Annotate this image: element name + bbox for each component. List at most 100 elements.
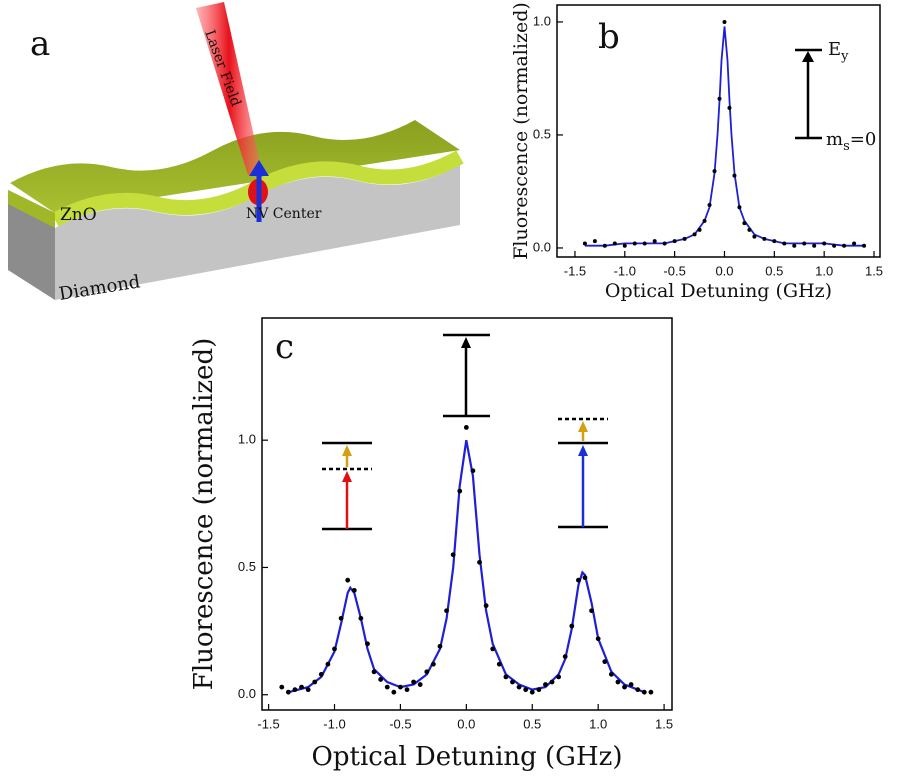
data-point bbox=[398, 684, 403, 690]
data-point bbox=[457, 488, 463, 494]
x-tick-label: 1.5 bbox=[865, 263, 883, 278]
data-point bbox=[279, 684, 285, 690]
data-point bbox=[523, 687, 529, 693]
data-point bbox=[832, 243, 837, 248]
upper-level-label: Ey bbox=[828, 39, 849, 64]
data-point bbox=[510, 679, 515, 685]
data-point bbox=[569, 623, 575, 629]
data-point bbox=[536, 687, 542, 693]
data-point bbox=[595, 636, 601, 642]
level-symbol: m bbox=[826, 129, 843, 150]
data-point bbox=[444, 608, 449, 614]
data-point bbox=[747, 227, 752, 232]
y-tick-label: 0.5 bbox=[238, 559, 256, 574]
x-tick-label: 0.0 bbox=[715, 263, 733, 278]
data-point bbox=[602, 659, 608, 665]
panel-label: a bbox=[30, 24, 50, 64]
x-tick-label: 0.5 bbox=[523, 716, 541, 731]
spin-arrow-head bbox=[249, 160, 269, 176]
diamond-front bbox=[55, 165, 460, 300]
level-subscript: s bbox=[843, 139, 850, 154]
data-point bbox=[742, 221, 747, 226]
data-point bbox=[490, 646, 496, 652]
data-point bbox=[622, 684, 627, 690]
y-axis-label: Fluorescence (normalized) bbox=[510, 2, 532, 260]
data-point bbox=[862, 243, 867, 248]
data-point bbox=[378, 677, 384, 682]
data-point bbox=[384, 684, 390, 690]
data-point bbox=[622, 243, 627, 248]
data-point bbox=[608, 671, 614, 677]
data-point bbox=[602, 243, 607, 248]
data-point bbox=[762, 236, 767, 241]
x-tick-label: -0.5 bbox=[663, 263, 685, 278]
data-point bbox=[717, 96, 722, 101]
data-point bbox=[417, 682, 423, 687]
data-point bbox=[642, 241, 647, 246]
zno-surface bbox=[10, 120, 460, 213]
x-axis-label: Optical Detuning (GHz) bbox=[605, 280, 832, 302]
data-point bbox=[575, 577, 581, 583]
data-point bbox=[292, 687, 298, 693]
data-point bbox=[702, 218, 707, 223]
data-point bbox=[430, 661, 436, 667]
data-point bbox=[682, 236, 687, 241]
data-point bbox=[582, 575, 588, 581]
level-symbol: E bbox=[828, 39, 841, 60]
data-point bbox=[615, 679, 621, 685]
y-tick-label: 0.5 bbox=[533, 126, 551, 141]
fit-line bbox=[584, 26, 864, 247]
panel-label: c bbox=[275, 327, 294, 367]
data-point bbox=[338, 615, 344, 621]
plot-frame bbox=[261, 317, 673, 711]
data-point bbox=[589, 608, 594, 614]
x-tick-label: -1.0 bbox=[323, 716, 345, 731]
level-insets bbox=[322, 333, 608, 531]
data-point bbox=[612, 241, 617, 246]
x-tick-label: 1.5 bbox=[655, 716, 673, 731]
data-point bbox=[812, 243, 817, 248]
x-axis-label: Optical Detuning (GHz) bbox=[312, 742, 623, 772]
data-point bbox=[641, 689, 647, 695]
data-point bbox=[842, 243, 847, 248]
data-point bbox=[692, 232, 697, 237]
data-point bbox=[450, 552, 456, 558]
data-point bbox=[483, 603, 489, 609]
fit-line bbox=[288, 439, 645, 694]
data-point bbox=[325, 661, 331, 667]
data-point bbox=[792, 243, 797, 248]
data-point bbox=[697, 227, 702, 232]
data-point bbox=[312, 679, 318, 685]
data-point bbox=[562, 654, 568, 659]
data-point bbox=[299, 684, 304, 690]
data-point bbox=[782, 241, 787, 246]
data-point bbox=[582, 241, 587, 246]
data-point bbox=[358, 615, 364, 621]
data-point bbox=[437, 643, 443, 649]
data-point bbox=[332, 646, 337, 652]
x-tick-label: -1.5 bbox=[564, 263, 586, 278]
data-point bbox=[496, 661, 502, 667]
y-tick-label: 1.0 bbox=[533, 13, 551, 28]
layer-label: ZnO bbox=[60, 205, 97, 225]
data-point bbox=[737, 205, 742, 210]
arrow-head bbox=[802, 51, 814, 62]
data-point bbox=[632, 241, 637, 246]
data-point bbox=[852, 241, 857, 246]
data-point bbox=[404, 687, 410, 693]
data-point bbox=[822, 241, 827, 246]
data-point bbox=[662, 241, 667, 246]
sample-diagram: a Laser Field ZnO NV Center Diamond bbox=[8, 2, 464, 305]
y-tick-label: 1.0 bbox=[238, 432, 256, 447]
data-point bbox=[529, 689, 535, 695]
data-point bbox=[635, 687, 641, 693]
y-axis-label: Fluorescence (normalized) bbox=[189, 338, 219, 690]
lower-level-label: ms=0 bbox=[826, 129, 876, 154]
x-tick-label: 0.0 bbox=[457, 716, 475, 731]
plot-frame bbox=[556, 4, 881, 258]
data-point bbox=[752, 234, 757, 239]
data-point bbox=[556, 674, 562, 680]
center-label: NV Center bbox=[246, 206, 322, 222]
x-tick-label: -1.5 bbox=[257, 716, 279, 731]
